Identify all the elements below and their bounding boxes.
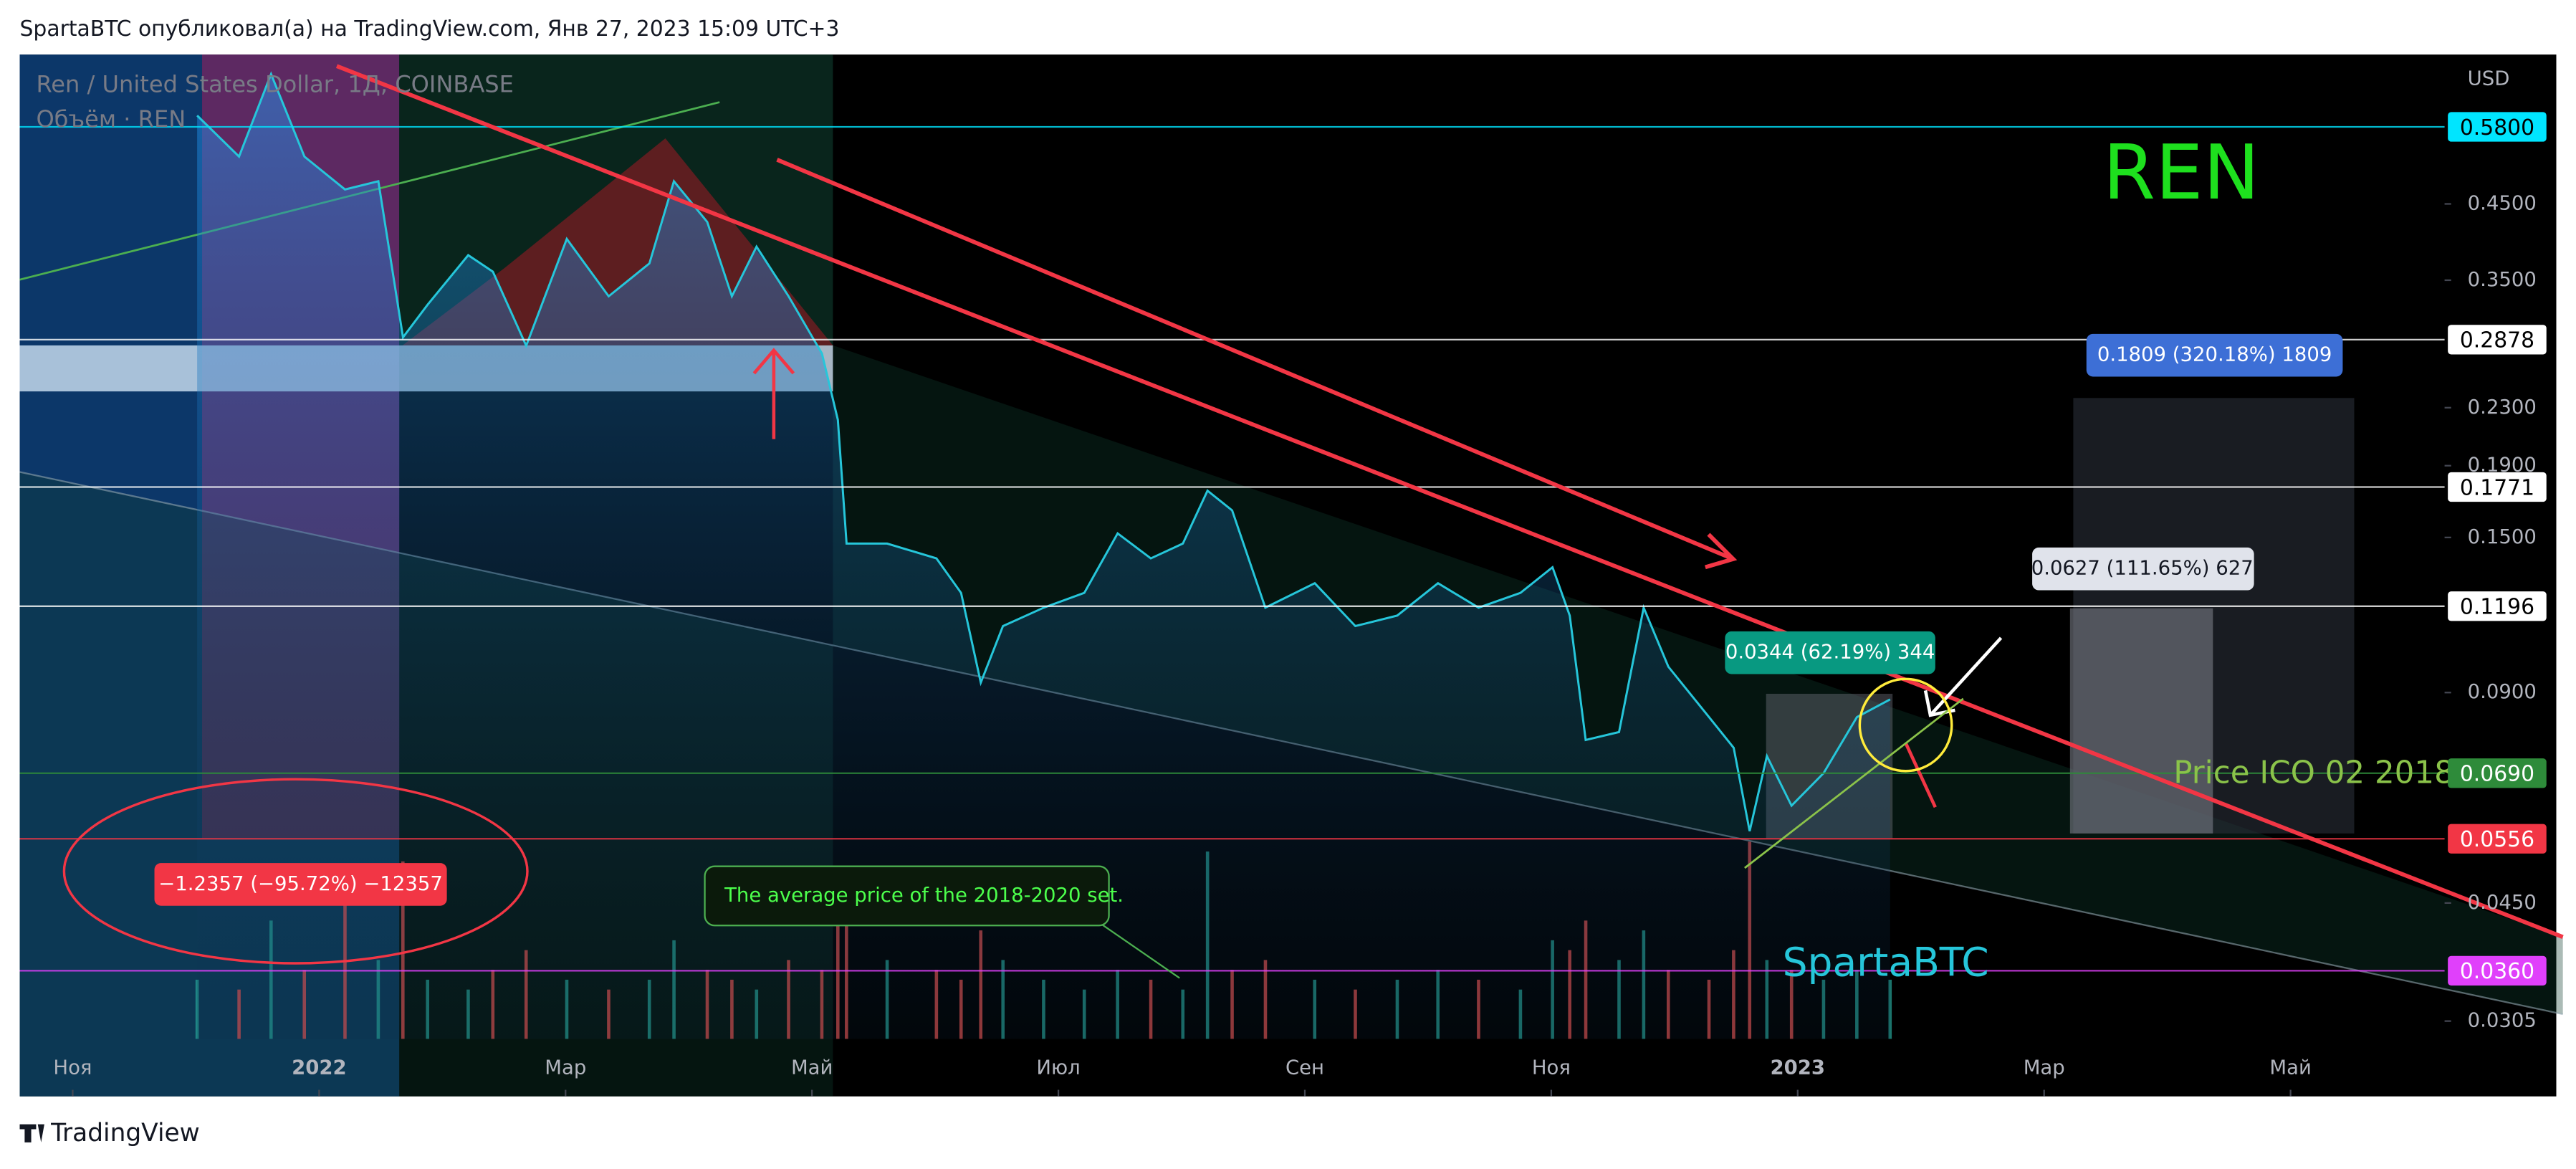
y-tick-label: 0.0450	[2468, 891, 2537, 914]
level-badge	[2448, 591, 2547, 621]
x-tick-label: 2022	[292, 1056, 347, 1079]
x-tick-label: Ноя	[53, 1056, 92, 1079]
logo	[19, 1124, 44, 1142]
price-line	[196, 71, 1891, 831]
y-tick-label: 0.0305	[2468, 1009, 2537, 1032]
measure-label-box	[2032, 547, 2254, 591]
y-tick-label: 0.1500	[2468, 525, 2537, 548]
up-arrow-head	[752, 348, 795, 375]
highlight-ellipse	[62, 778, 529, 965]
measure-label-box	[1725, 631, 1935, 674]
measure-label: −1.2357 (−95.72%) −12357	[158, 872, 443, 895]
resistance-line	[335, 64, 2564, 939]
price-area	[197, 74, 1890, 1039]
ico-label: Price ICO 02 2018	[2173, 755, 2454, 791]
level-label: 0.0556	[2460, 827, 2534, 852]
callout-box	[704, 865, 1110, 927]
measure-box-mid	[2069, 608, 2213, 834]
author-label: SpartaBTC	[1783, 939, 1989, 985]
y-tick-label: 0.3500	[2468, 268, 2537, 291]
x-tick-label: Май	[791, 1056, 833, 1079]
x-tick-label: 2023	[1771, 1056, 1826, 1079]
ren-label: REN	[2103, 128, 2260, 216]
level-label: 0.0360	[2460, 959, 2534, 984]
measure-label: 0.1809 (320.18%) 1809	[2097, 343, 2332, 366]
plot	[19, 71, 2445, 1039]
chart-subtitle: Объём · REN	[36, 105, 186, 133]
highlight-circle	[1858, 677, 1953, 773]
support-line-green	[1744, 697, 1964, 869]
level-badge	[2448, 824, 2547, 854]
chart-title: Ren / United States Dollar, 1Д, COINBASE	[36, 71, 513, 98]
callout-text: The average price of the 2018-2020 set.	[724, 884, 1124, 907]
y-tick-label: 0.4500	[2468, 191, 2537, 214]
trend-arrow	[776, 158, 1734, 561]
level-badge	[2448, 955, 2547, 986]
level-badge	[2448, 112, 2547, 142]
x-tick-label: Ноя	[1532, 1056, 1571, 1079]
y-tick-label: 0.2300	[2468, 396, 2537, 419]
level-label: 0.1771	[2460, 475, 2534, 500]
level-label: 0.1196	[2460, 595, 2534, 620]
measure-label: 0.0627 (111.65%) 627	[2031, 557, 2254, 580]
x-tick-label: Сен	[1285, 1056, 1324, 1079]
red-arrow-small	[1904, 742, 1937, 808]
measure-label: 0.0344 (62.19%) 344	[1725, 641, 1935, 664]
drawings-top: The average price of the 2018-2020 set. …	[36, 64, 2564, 985]
x-tick-label: Мар	[545, 1056, 586, 1079]
measure-label-box	[154, 863, 447, 906]
measure-label-box	[2086, 333, 2343, 377]
axis-unit: USD	[2468, 67, 2510, 90]
x-tick-label: Май	[2269, 1056, 2311, 1079]
level-label: 0.5800	[2460, 115, 2534, 140]
level-badge	[2448, 758, 2547, 788]
arrow-head	[1705, 533, 1738, 570]
level-label: 0.2878	[2460, 328, 2534, 353]
white-arrow	[1929, 636, 2003, 717]
x-tick-label: Июл	[1036, 1056, 1080, 1079]
level-label: 0.0690	[2460, 762, 2534, 787]
axes: Ноя 2022 Мар Май Июл Сен Ноя 2023 Мар Май 0.4500 0.…	[53, 112, 2547, 1097]
level-badge	[2448, 325, 2547, 355]
footer-brand: TradingView	[50, 1119, 200, 1147]
y-tick-label: 0.0900	[2468, 680, 2537, 703]
level-badge	[2448, 472, 2547, 502]
x-tick-label: Мар	[2024, 1056, 2065, 1079]
header-title: SpartaBTC опубликовал(а) на TradingView.…	[20, 16, 840, 42]
